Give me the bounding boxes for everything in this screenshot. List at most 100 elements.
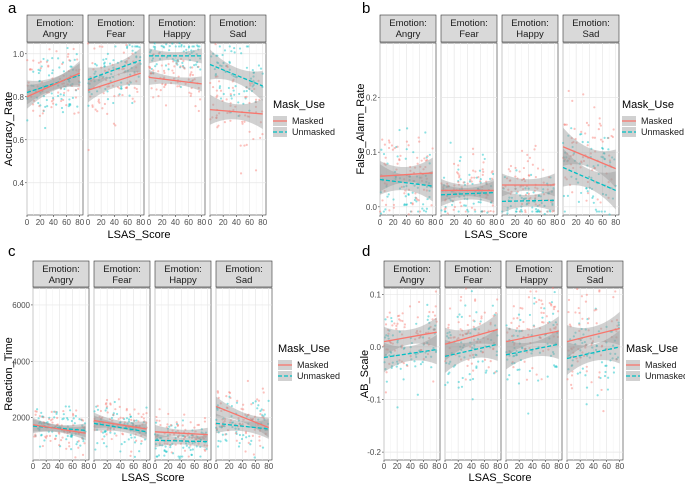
data-point-unmasked — [74, 89, 78, 92]
data-point-unmasked — [473, 344, 476, 347]
x-tick-label: 60 — [184, 218, 193, 227]
fit-line-masked — [93, 419, 147, 430]
data-point-unmasked — [244, 97, 247, 100]
data-point-unmasked — [178, 42, 181, 45]
data-point-unmasked — [263, 413, 266, 416]
data-point-unmasked — [385, 380, 388, 383]
data-point-unmasked — [532, 191, 535, 194]
data-point-unmasked — [413, 198, 416, 202]
x-tick-label: 40 — [238, 462, 247, 471]
fit-line-unmasked — [505, 343, 559, 356]
y-axis-label: Reaction_Time — [3, 337, 15, 411]
facet-strip — [379, 14, 437, 43]
data-point-unmasked — [548, 337, 551, 340]
data-point-masked — [483, 358, 487, 361]
data-point-masked — [191, 73, 194, 77]
data-point-masked — [579, 166, 582, 169]
data-point-masked — [472, 169, 475, 172]
data-point-masked — [231, 80, 234, 83]
data-point-masked — [26, 59, 29, 62]
data-point-unmasked — [584, 374, 587, 377]
data-point-unmasked — [536, 210, 539, 213]
data-point-unmasked — [191, 448, 195, 451]
data-point-masked — [409, 165, 412, 169]
data-point-unmasked — [408, 175, 411, 178]
data-point-unmasked — [528, 369, 531, 373]
data-point-masked — [453, 205, 457, 209]
data-point-unmasked — [46, 423, 50, 426]
data-point-masked — [501, 186, 505, 189]
data-point-masked — [157, 52, 160, 55]
data-point-masked — [259, 444, 262, 448]
data-point-unmasked — [133, 419, 136, 422]
data-point-unmasked — [543, 212, 546, 216]
data-point-masked — [145, 426, 148, 429]
data-point-masked — [176, 85, 179, 88]
data-point-unmasked — [552, 323, 555, 327]
data-point-unmasked — [68, 405, 71, 408]
data-point-unmasked — [546, 342, 549, 345]
data-point-unmasked — [257, 418, 260, 421]
data-point-masked — [166, 437, 170, 440]
data-point-masked — [581, 317, 584, 320]
data-point-unmasked — [218, 86, 221, 90]
data-point-masked — [424, 165, 427, 169]
data-point-unmasked — [471, 346, 474, 349]
data-point-masked — [469, 178, 472, 181]
data-point-masked — [521, 307, 524, 310]
data-point-masked — [474, 170, 477, 173]
data-point-masked — [187, 78, 190, 81]
data-point-masked — [489, 323, 492, 326]
data-point-unmasked — [196, 45, 200, 48]
data-point-unmasked — [188, 436, 191, 439]
data-point-unmasked — [577, 200, 581, 203]
data-point-unmasked — [511, 340, 514, 343]
data-point-masked — [179, 65, 182, 68]
data-point-unmasked — [182, 446, 185, 449]
data-point-unmasked — [509, 205, 512, 208]
data-point-unmasked — [105, 445, 108, 448]
data-point-masked — [244, 413, 247, 416]
data-point-masked — [418, 336, 421, 340]
data-point-unmasked — [233, 46, 236, 50]
data-point-unmasked — [527, 412, 530, 415]
data-point-unmasked — [463, 356, 466, 359]
data-point-unmasked — [432, 347, 435, 350]
data-point-masked — [241, 122, 244, 125]
data-point-masked — [514, 187, 517, 190]
data-point-unmasked — [538, 210, 541, 213]
data-point-masked — [490, 171, 493, 174]
fit-line-masked — [148, 76, 202, 85]
data-point-unmasked — [191, 433, 194, 437]
data-point-masked — [610, 178, 613, 181]
facet-strip-label: Angry — [396, 29, 421, 40]
data-point-unmasked — [71, 82, 74, 86]
data-point-unmasked — [425, 185, 429, 188]
data-point-unmasked — [138, 46, 141, 49]
data-point-unmasked — [562, 156, 565, 159]
data-point-masked — [597, 128, 600, 131]
data-point-masked — [228, 391, 232, 394]
data-point-unmasked — [449, 334, 452, 337]
data-point-masked — [26, 84, 29, 87]
data-point-masked — [572, 166, 575, 170]
data-point-unmasked — [220, 425, 224, 428]
data-point-masked — [232, 78, 235, 81]
data-point-masked — [89, 76, 92, 79]
data-point-unmasked — [215, 418, 218, 421]
data-point-masked — [142, 417, 146, 420]
data-point-masked — [480, 315, 483, 318]
data-point-unmasked — [152, 45, 155, 48]
data-point-masked — [111, 419, 114, 422]
data-point-masked — [384, 323, 388, 326]
data-point-masked — [77, 87, 80, 90]
data-point-masked — [566, 152, 569, 155]
data-point-masked — [125, 407, 128, 411]
data-point-masked — [223, 121, 227, 124]
data-point-unmasked — [549, 210, 552, 213]
data-point-masked — [525, 351, 529, 354]
data-point-unmasked — [477, 360, 480, 363]
data-point-unmasked — [163, 449, 166, 452]
data-point-unmasked — [61, 417, 64, 421]
